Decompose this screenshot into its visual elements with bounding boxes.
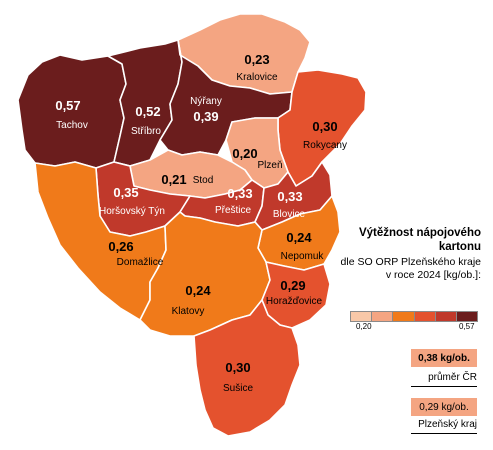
label-value-blovice: 0,33	[277, 189, 302, 204]
legend-swatch-6	[456, 312, 478, 321]
label-value-nyrany: 0,39	[193, 109, 218, 124]
legend-min-label: 0,20	[356, 322, 372, 331]
label-name-horsovsky-tyn: Horšovský Týn	[99, 206, 165, 217]
legend-sub-line1: dle SO ORP Plzeňského kraje	[340, 256, 481, 268]
label-value-stod: 0,21	[161, 172, 186, 187]
legend-swatch-1	[351, 312, 373, 321]
label-value-kralovice: 0,23	[244, 52, 269, 67]
label-name-blovice: Blovice	[273, 209, 306, 220]
legend-max-label: 0,57	[459, 322, 475, 331]
cr-average-caption: průměr ČR	[428, 372, 477, 383]
legend-swatch-2	[372, 312, 394, 321]
legend-swatch-3	[393, 312, 415, 321]
label-value-rokycany: 0,30	[312, 119, 337, 134]
legend-swatch-4	[414, 312, 436, 321]
legend-title-line1: Výtěžnost nápojového	[358, 227, 481, 239]
label-name-horazdovice: Horažďovice	[266, 296, 323, 307]
kraj-caption-underline	[411, 433, 477, 434]
label-name-stribro: Stříbro	[131, 126, 161, 137]
label-value-stribro: 0,52	[135, 104, 160, 119]
label-name-prestice: Přeštice	[215, 205, 252, 216]
label-name-rokycany: Rokycany	[303, 140, 347, 151]
label-value-susice: 0,30	[225, 360, 250, 375]
label-name-nyrany: Nýřany	[190, 96, 222, 107]
label-value-domazlice: 0,26	[108, 239, 133, 254]
kraj-caption: Plzeňský kraj	[418, 419, 477, 430]
label-value-plzen: 0,20	[232, 146, 257, 161]
kraj-value-box: 0,29 kg/ob.	[411, 398, 477, 416]
label-value-horsovsky-tyn: 0,35	[113, 185, 138, 200]
legend-sub-line2: v roce 2024 [kg/ob.]:	[385, 269, 481, 281]
label-name-domazlice: Domažlice	[117, 257, 164, 268]
cr-caption-underline	[411, 386, 477, 387]
legend-title-line2: kartonu	[438, 241, 481, 253]
legend-subtitle: dle SO ORP Plzeňského kraje v roce 2024 …	[333, 256, 481, 282]
region-stribro[interactable]	[107, 39, 183, 167]
label-name-klatovy: Klatovy	[172, 306, 205, 317]
label-name-plzen: Plzeň	[257, 160, 282, 171]
legend-swatch-5	[435, 312, 457, 321]
label-name-tachov: Tachov	[56, 120, 88, 131]
region-susice[interactable]	[193, 299, 301, 437]
label-value-nepomuk: 0,24	[286, 230, 312, 245]
label-name-susice: Sušice	[223, 383, 253, 394]
label-value-klatovy: 0,24	[185, 283, 211, 298]
label-value-horazdovice: 0,29	[280, 278, 305, 293]
legend-color-scale	[350, 311, 478, 322]
label-value-tachov: 0,57	[55, 98, 80, 113]
label-name-kralovice: Kralovice	[236, 72, 278, 83]
label-value-prestice: 0,33	[227, 186, 252, 201]
legend-title: Výtěžnost nápojového kartonu	[333, 226, 481, 254]
label-name-nepomuk: Nepomuk	[281, 251, 325, 262]
cr-average-value-box: 0,38 kg/ob.	[411, 349, 477, 367]
label-name-stod: Stod	[193, 175, 214, 186]
